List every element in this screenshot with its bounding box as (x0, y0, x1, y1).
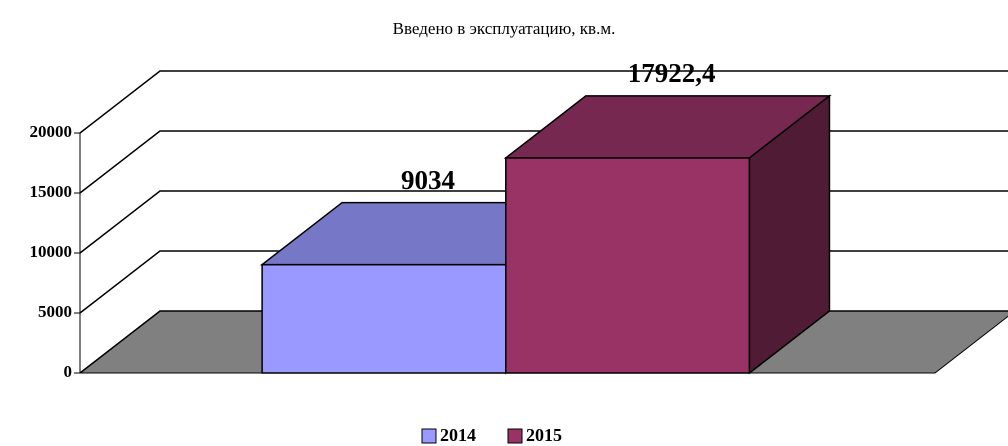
legend-swatch (507, 428, 523, 444)
legend-swatch (421, 428, 437, 444)
legend-label: 2014 (440, 425, 476, 445)
grid-line (79, 70, 1008, 134)
bar-front (261, 263, 507, 374)
y-tick-label: 5000 (38, 302, 72, 321)
data-label: 17922,4 (628, 58, 716, 88)
y-tick-label: 10000 (30, 242, 73, 261)
y-tick-label: 0 (64, 362, 73, 381)
bar-front (505, 157, 751, 374)
chart-title: Введено в эксплуатацию, кв.м. (393, 19, 616, 38)
bar (503, 94, 832, 375)
bar-side (748, 94, 831, 375)
legend-label: 2015 (526, 425, 562, 445)
y-tick-label: 20000 (30, 122, 73, 141)
y-tick-label: 15000 (30, 182, 73, 201)
data-label: 9034 (401, 165, 455, 195)
